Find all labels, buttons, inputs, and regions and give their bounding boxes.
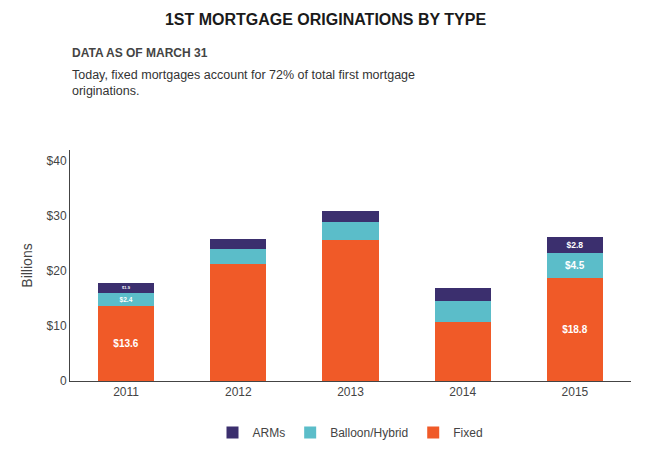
svg-text:2013: 2013: [337, 385, 364, 399]
svg-text:DATA AS OF MARCH 31: DATA AS OF MARCH 31: [72, 46, 208, 60]
svg-text:$30: $30: [47, 209, 67, 223]
svg-text:Today, fixed mortgages account: Today, fixed mortgages account for 72% o…: [72, 68, 415, 98]
svg-text:$2.8: $2.8: [566, 240, 583, 250]
svg-text:0: 0: [60, 374, 67, 388]
svg-text:2014: 2014: [449, 385, 476, 399]
svg-text:Fixed: Fixed: [453, 426, 482, 440]
svg-text:$10: $10: [47, 319, 67, 333]
svg-text:$1.9: $1.9: [122, 285, 131, 290]
svg-text:$2.4: $2.4: [120, 296, 133, 304]
svg-text:1ST MORTGAGE ORIGINATIONS BY T: 1ST MORTGAGE ORIGINATIONS BY TYPE: [165, 11, 487, 28]
svg-text:$18.8: $18.8: [562, 324, 587, 335]
svg-text:2012: 2012: [225, 385, 252, 399]
svg-text:Billions: Billions: [19, 243, 35, 287]
svg-text:$4.5: $4.5: [565, 260, 585, 271]
svg-text:$13.6: $13.6: [113, 338, 138, 349]
svg-text:2011: 2011: [113, 385, 139, 399]
svg-text:2015: 2015: [562, 385, 589, 399]
svg-text:$40: $40: [47, 154, 67, 168]
svg-text:$20: $20: [47, 264, 67, 278]
svg-text:Balloon/Hybrid: Balloon/Hybrid: [330, 426, 408, 440]
svg-text:ARMs: ARMs: [253, 426, 286, 440]
